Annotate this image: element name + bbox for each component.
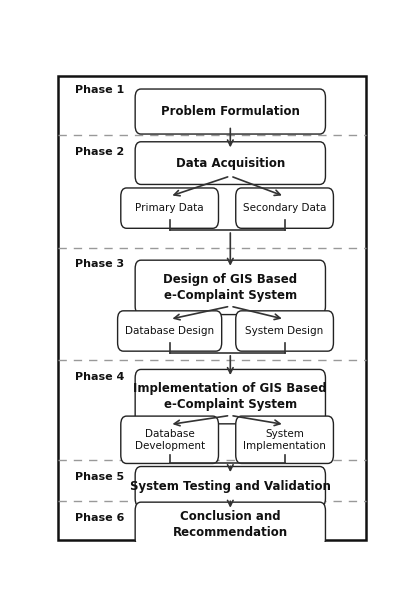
FancyBboxPatch shape (135, 89, 325, 134)
Text: Design of GIS Based
e-Complaint System: Design of GIS Based e-Complaint System (163, 273, 297, 302)
FancyBboxPatch shape (236, 416, 333, 463)
FancyBboxPatch shape (117, 311, 222, 351)
Text: Phase 5: Phase 5 (75, 471, 124, 482)
Text: Implementation of GIS Based
e-Complaint System: Implementation of GIS Based e-Complaint … (133, 382, 327, 411)
Text: Database Design: Database Design (125, 326, 214, 336)
Text: System
Implementation: System Implementation (243, 429, 326, 451)
FancyBboxPatch shape (236, 311, 333, 351)
Text: Phase 3: Phase 3 (75, 259, 124, 269)
FancyBboxPatch shape (135, 466, 325, 507)
Text: System Testing and Validation: System Testing and Validation (130, 480, 331, 493)
FancyBboxPatch shape (121, 416, 218, 463)
Text: Problem Formulation: Problem Formulation (161, 105, 300, 118)
Text: Conclusion and
Recommendation: Conclusion and Recommendation (173, 510, 288, 539)
Text: Phase 4: Phase 4 (75, 371, 125, 382)
Text: Secondary Data: Secondary Data (243, 203, 326, 213)
Text: Phase 1: Phase 1 (75, 85, 125, 95)
FancyBboxPatch shape (121, 188, 218, 228)
FancyBboxPatch shape (58, 76, 366, 540)
Text: Phase 2: Phase 2 (75, 147, 125, 157)
FancyBboxPatch shape (135, 370, 325, 424)
Text: Phase 6: Phase 6 (75, 513, 125, 523)
FancyBboxPatch shape (135, 502, 325, 547)
Text: Data Acquisition: Data Acquisition (176, 157, 285, 170)
FancyBboxPatch shape (135, 260, 325, 315)
FancyBboxPatch shape (236, 188, 333, 228)
Text: System Design: System Design (246, 326, 324, 336)
Text: Primary Data: Primary Data (135, 203, 204, 213)
Text: Database
Development: Database Development (135, 429, 205, 451)
FancyBboxPatch shape (135, 142, 325, 185)
